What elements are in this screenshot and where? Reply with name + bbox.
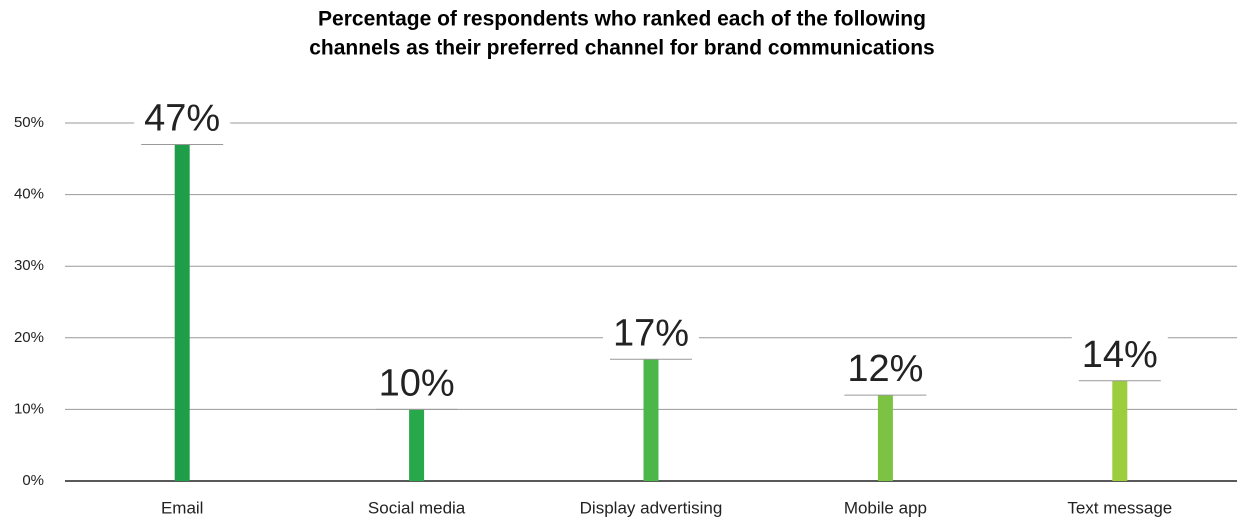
bar (877, 395, 893, 481)
value-label: 10% (379, 362, 455, 404)
x-tick-label: Mobile app (844, 498, 927, 517)
y-tick-label: 20% (14, 329, 44, 346)
value-label-bg (837, 343, 934, 394)
x-tick-label: Display advertising (580, 498, 723, 517)
value-label: 12% (847, 348, 923, 390)
y-tick-label: 30% (14, 257, 44, 274)
bar (409, 409, 425, 481)
value-label: 14% (1082, 334, 1158, 376)
y-tick-label: 10% (14, 400, 44, 417)
bar (1112, 380, 1128, 481)
y-tick-label: 0% (22, 472, 44, 489)
y-tick-label: 50% (14, 114, 44, 131)
value-label-bg (368, 357, 465, 408)
bar (174, 144, 190, 482)
value-label-bg (134, 92, 231, 143)
value-label: 17% (613, 312, 689, 354)
chart-title: Percentage of respondents who ranked eac… (318, 8, 926, 31)
value-label: 47% (144, 98, 220, 140)
x-tick-label: Text message (1067, 498, 1172, 517)
x-tick-label: Social media (368, 498, 466, 517)
x-tick-label: Email (161, 498, 204, 517)
value-label-bg (1071, 328, 1168, 379)
bar (643, 359, 659, 481)
chart-title: channels as their preferred channel for … (309, 37, 935, 60)
value-label-bg (603, 307, 699, 358)
y-tick-label: 40% (14, 186, 44, 203)
